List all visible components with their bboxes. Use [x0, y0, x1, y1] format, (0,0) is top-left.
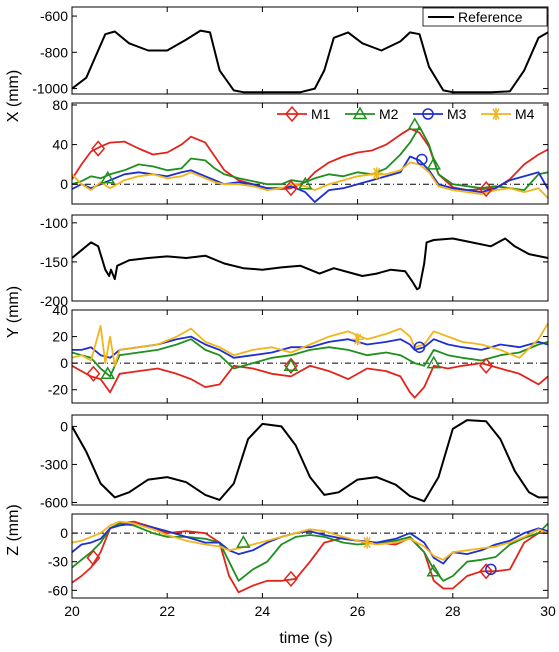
ytick-label: 40: [52, 137, 68, 153]
xtick-label: 20: [64, 603, 80, 619]
marker-m1: [283, 570, 298, 588]
series-group: [72, 520, 548, 594]
marker-m2: [426, 563, 442, 577]
series-line-reference: [72, 419, 548, 503]
legend-label-m2: M2: [379, 106, 399, 122]
axes-frame: [71, 6, 549, 95]
ytick-label: -600: [40, 8, 68, 24]
marker-m1: [479, 180, 494, 198]
series-line-m4: [72, 520, 548, 561]
ylabel-z: Z (mm): [5, 504, 22, 556]
panel-z-error: 0 -30 -60 20 22 24 26 28 30: [48, 513, 556, 619]
marker-m2: [426, 355, 442, 369]
panel-z-reference: 0 -300 -600: [40, 414, 549, 510]
series-line-m3: [72, 155, 548, 203]
ytick-label: 0: [60, 525, 68, 541]
legend-marker-m3: [422, 108, 434, 120]
series-group: [72, 117, 548, 203]
ytick-label: -20: [48, 382, 68, 398]
legend-marker-m4: [490, 108, 502, 120]
marker-m4: [370, 167, 383, 180]
series-line-reference: [72, 237, 548, 291]
marker-m2: [426, 156, 442, 170]
series-line-m4: [72, 322, 548, 367]
ytick-label: -300: [40, 456, 68, 472]
panel-x-error: 80 40 0 M1 M2 M3 M4: [52, 97, 549, 205]
legend-label-reference: Reference: [458, 9, 523, 25]
marker-m1: [86, 549, 101, 567]
series-line-m2: [72, 125, 548, 192]
marker-m1: [91, 140, 106, 157]
axes-frame: [71, 414, 549, 506]
marker-m2: [236, 535, 251, 548]
ytick-label: 0: [60, 176, 68, 192]
marker-m1: [479, 357, 494, 374]
marker-m4: [351, 333, 364, 346]
marker-m1: [479, 563, 494, 580]
series-group: [72, 29, 548, 94]
axes-frame: [71, 513, 549, 599]
ytick-label: 0: [60, 418, 68, 434]
marker-m3: [485, 563, 497, 576]
ytick-label: -200: [40, 293, 68, 309]
ytick-label: -1000: [32, 81, 68, 97]
marker-m3: [416, 153, 428, 166]
ylabel-y: Y (mm): [5, 286, 22, 338]
marker-m3: [413, 341, 426, 353]
series-line-m4: [72, 161, 548, 199]
panel-x-reference: -600 -800 -1000 Reference: [32, 6, 549, 97]
ytick-label: -30: [48, 554, 68, 570]
legend: Reference: [422, 7, 548, 27]
series-line-m1: [72, 520, 548, 594]
ytick-label: 40: [52, 302, 68, 318]
legend-marker-m2: [352, 106, 368, 120]
series-line-m2: [72, 522, 548, 582]
axes-frame: [71, 214, 549, 302]
legend-label-m3: M3: [447, 106, 467, 122]
xtick-label: 24: [255, 603, 271, 619]
marker-m1: [283, 180, 298, 197]
panel-y-error: 40 20 0 -20: [48, 302, 549, 404]
series-group: [72, 419, 548, 503]
marker-m1: [283, 357, 298, 374]
ylabel-x: X (mm): [5, 70, 22, 122]
marker-m4: [361, 536, 374, 549]
xlabel: time (s): [279, 630, 332, 647]
ytick-label: -60: [48, 582, 68, 598]
legend: M1 M2 M3 M4: [277, 105, 535, 123]
xtick-label: 22: [159, 603, 175, 619]
legend-marker-m1: [285, 105, 299, 123]
marker-m2: [283, 358, 299, 372]
marker-m2: [100, 170, 115, 184]
series-line-m2: [72, 338, 548, 378]
marker-m2: [100, 366, 115, 380]
axes-frame: [71, 102, 549, 205]
legend-label-m4: M4: [515, 106, 535, 122]
ytick-label: -600: [40, 494, 68, 510]
xtick-label: 28: [445, 603, 461, 619]
panel-y-reference: -100 -150 -200: [40, 214, 549, 309]
series-group: [72, 322, 548, 399]
axes-frame: [71, 309, 549, 404]
marker-m1: [86, 365, 101, 382]
series-group: [72, 237, 548, 291]
ytick-label: 80: [52, 97, 68, 113]
series-line-m1: [72, 362, 548, 399]
xtick-label: 30: [540, 603, 556, 619]
ytick-label: -800: [40, 44, 68, 60]
ytick-label: -150: [40, 254, 68, 270]
xtick-label: 26: [350, 603, 366, 619]
legend-label-m1: M1: [311, 106, 331, 122]
ytick-label: -100: [40, 215, 68, 231]
ytick-label: 0: [60, 355, 68, 371]
ytick-label: 20: [52, 329, 68, 345]
marker-m2: [297, 176, 313, 190]
series-line-reference: [72, 29, 548, 94]
marker-m2: [407, 117, 423, 131]
